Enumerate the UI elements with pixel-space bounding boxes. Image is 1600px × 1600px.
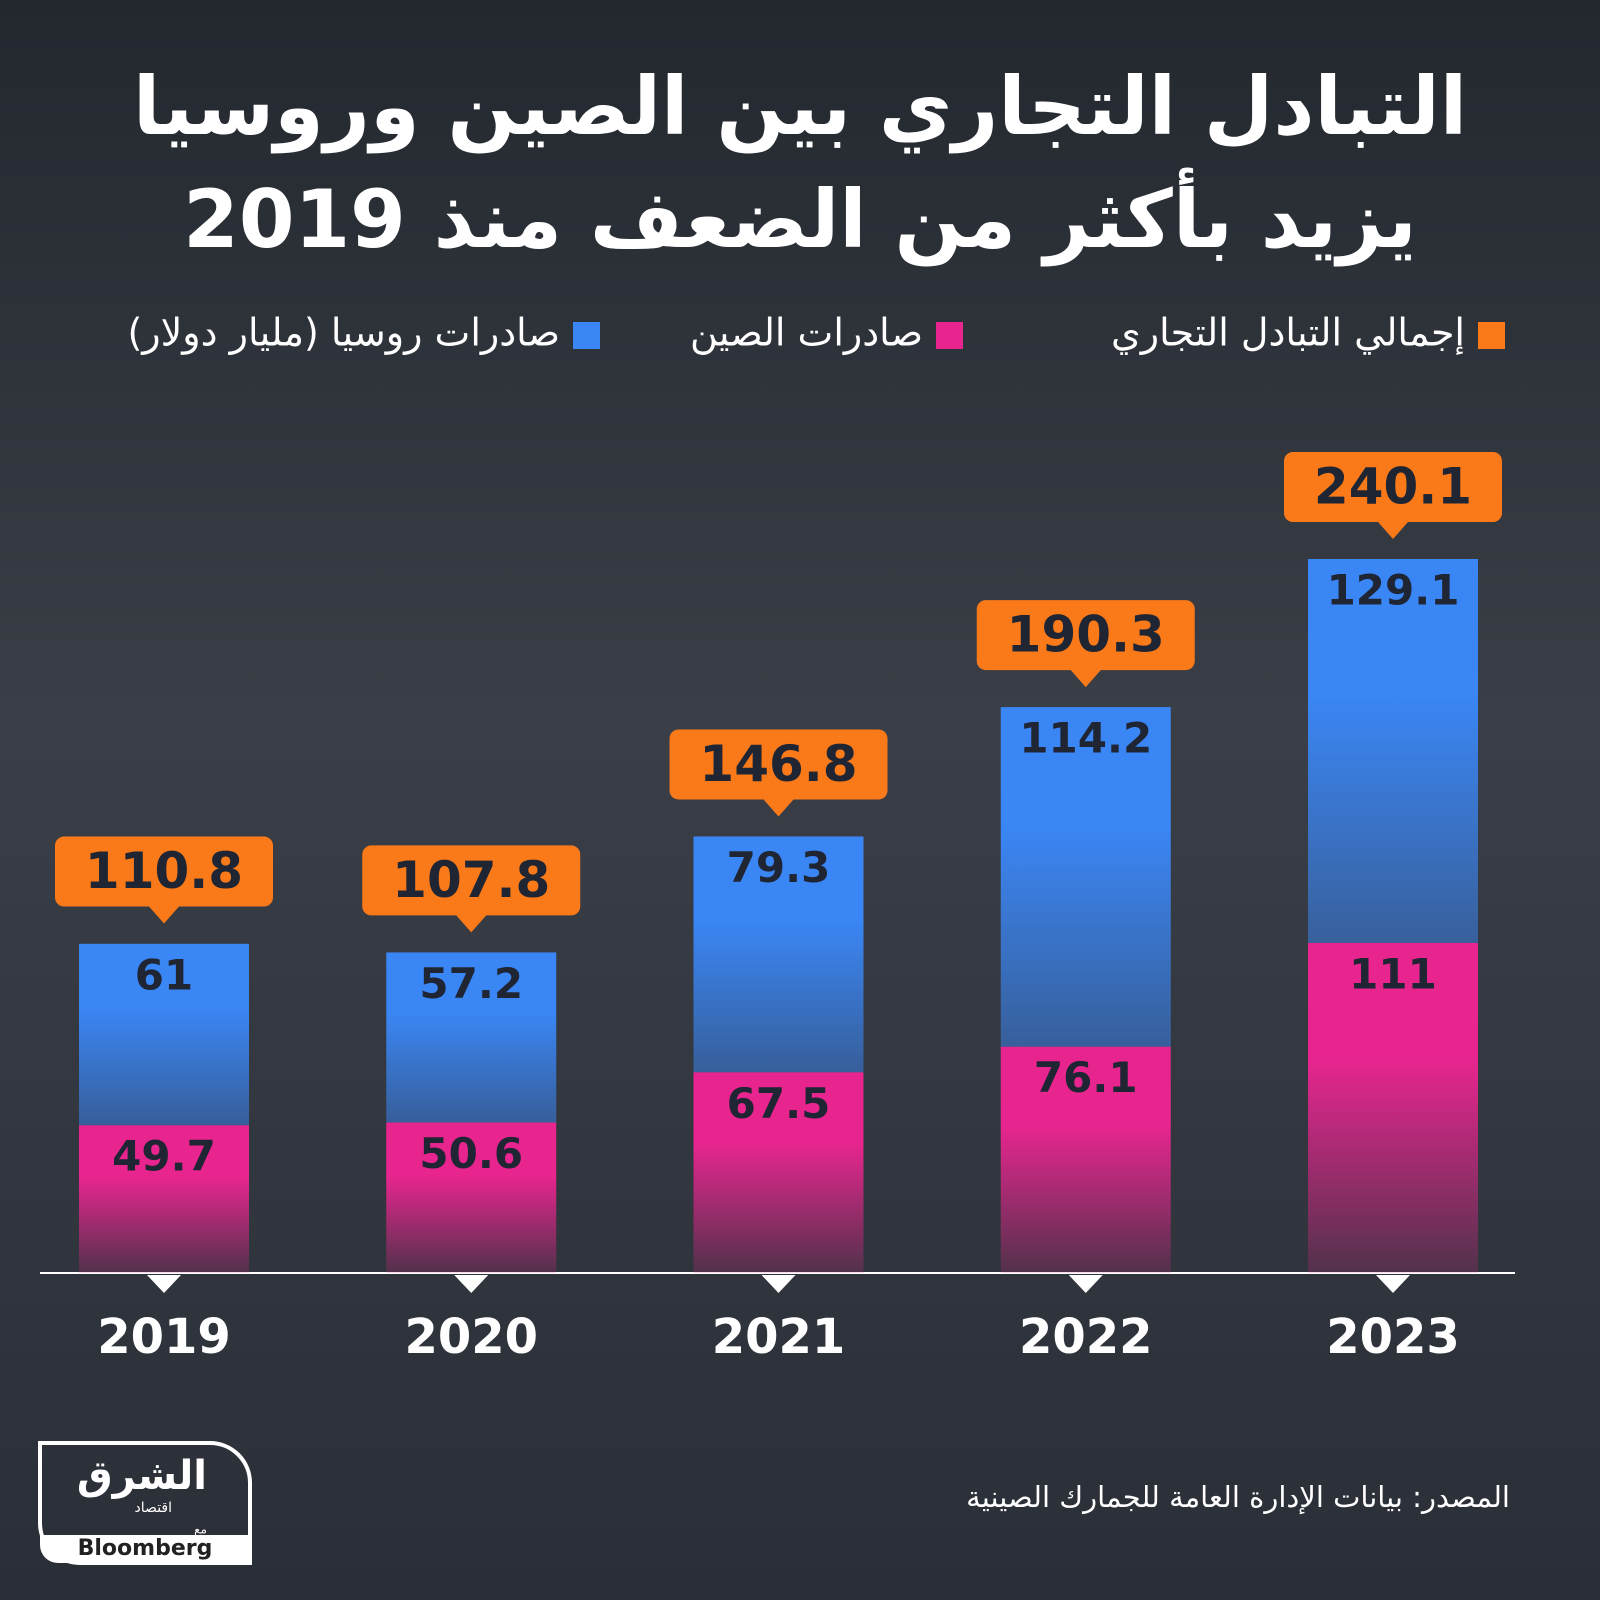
x-tick-label: 2021 [712, 1309, 846, 1365]
chart-title: التبادل التجاري بين الصين وروسيا [133, 60, 1467, 154]
legend-label: صادرات الصين [690, 311, 923, 356]
tick-pointer [1068, 1275, 1103, 1293]
tick-pointer [147, 1275, 181, 1293]
source: المصدر: بيانات الإدارة العامة للجمارك ال… [966, 1480, 1510, 1515]
bar-segment [79, 943, 249, 1126]
bar-segment [693, 1072, 864, 1273]
x-tick-label: 2019 [97, 1309, 231, 1365]
tick-pointer [761, 1275, 796, 1293]
legend-swatch [573, 322, 600, 349]
value-label: 129.1 [1327, 566, 1460, 615]
total-callout [669, 729, 888, 817]
value-label: 67.5 [727, 1079, 831, 1128]
tick-pointer [454, 1275, 489, 1293]
bar-segment [1000, 1046, 1171, 1273]
value-label: 49.7 [112, 1132, 216, 1181]
total-label: 146.8 [699, 735, 857, 793]
total-label: 110.8 [85, 842, 243, 900]
total-label: 107.8 [392, 851, 550, 909]
total-label: 240.1 [1314, 458, 1472, 516]
total-callout [362, 845, 581, 933]
logo-with: مع [194, 1523, 207, 1537]
total-callout [976, 600, 1195, 688]
logo-section: اقتصاد [135, 1500, 172, 1516]
value-label: 57.2 [419, 959, 523, 1008]
bar-segment [386, 1122, 557, 1273]
total-callout [55, 836, 273, 924]
tick-pointer [1376, 1275, 1410, 1293]
bar-segment [1308, 942, 1478, 1273]
value-label: 61 [135, 950, 193, 999]
value-label: 50.6 [419, 1129, 523, 1178]
legend-swatch [1478, 322, 1505, 349]
bar-segment [693, 836, 864, 1073]
bar-segment [1000, 707, 1171, 1047]
bar-segment [386, 952, 557, 1123]
legend-label: صادرات روسيا (مليار دولار) [127, 311, 560, 356]
total-label: 190.3 [1007, 606, 1165, 664]
bar-segment [79, 1125, 249, 1273]
logo-brand: الشرق [77, 1453, 207, 1499]
value-label: 114.2 [1019, 714, 1152, 763]
chart-title: يزيد بأكثر من الضعف منذ 2019 [183, 168, 1417, 267]
x-tick-label: 2023 [1326, 1309, 1460, 1365]
x-tick-label: 2020 [404, 1309, 538, 1365]
logo-partner: Bloomberg [78, 1536, 213, 1561]
value-label: 79.3 [727, 843, 831, 892]
logo-band [40, 1535, 250, 1563]
value-label: 76.1 [1034, 1053, 1138, 1102]
total-callout [1284, 452, 1502, 539]
legend-label: إجمالي التبادل التجاري [1111, 311, 1465, 356]
value-label: 111 [1349, 949, 1437, 998]
legend-swatch [936, 322, 963, 349]
bar-segment [1308, 559, 1478, 943]
x-tick-label: 2022 [1019, 1309, 1153, 1365]
logo: الشرق اقتصاد مع Bloomberg [38, 1441, 252, 1565]
